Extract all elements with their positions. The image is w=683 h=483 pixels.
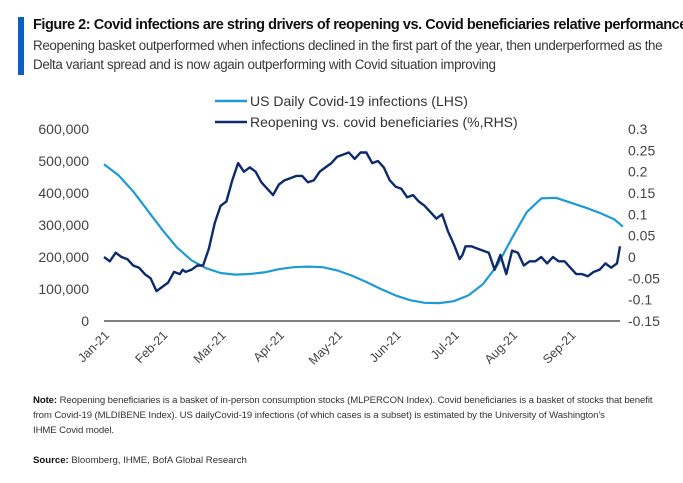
- y-right-tick-label: 0.25: [628, 142, 655, 158]
- legend-label-reopening: Reopening vs. covid beneficiaries (%,RHS…: [250, 114, 518, 130]
- y-right-tick-label: 0.1: [628, 206, 648, 222]
- x-tick-label: Apr-21: [251, 328, 287, 364]
- y-left-tick-label: 100,000: [38, 281, 89, 297]
- y-left-tick-label: 600,000: [38, 121, 89, 137]
- x-tick-label: Feb-21: [133, 328, 171, 366]
- y-axis-right: -0.15 -0.1 -0.05 0 0.05 0.1 0.15 0.2 0.25 0.3: [628, 121, 660, 329]
- y-left-tick-label: 200,000: [38, 249, 89, 265]
- x-tick-label: Aug-21: [482, 328, 520, 366]
- y-right-tick-label: -0.15: [628, 313, 660, 329]
- figure-subtitle: Reopening basket outperformed when infec…: [33, 38, 663, 72]
- x-axis: Jan-21 Feb-21 Mar-21 Apr-21 May-21 Jun-21 Jul-…: [75, 328, 578, 367]
- title-accent-bar: [18, 17, 24, 75]
- y-left-tick-label: 400,000: [38, 185, 89, 201]
- y-right-tick-label: -0.1: [628, 292, 652, 308]
- chart-note: Note: Reopening beneficiaries is a baske…: [33, 393, 673, 438]
- x-tick-label: Jan-21: [75, 328, 112, 365]
- y-left-tick-label: 0: [81, 313, 89, 329]
- series-layer: [103, 151, 624, 305]
- y-right-tick-label: -0.05: [628, 270, 660, 286]
- y-right-tick-label: 0: [628, 249, 636, 265]
- y-left-tick-label: 500,000: [38, 153, 89, 169]
- y-right-tick-label: 0.2: [628, 164, 648, 180]
- note-text: Reopening beneficiaries is a basket of i…: [33, 395, 653, 421]
- y-axis-left: 0 100,000 200,000 300,000 400,000 500,000 600,…: [38, 121, 89, 329]
- x-tick-label: May-21: [306, 328, 345, 367]
- chart-area: US Daily Covid-19 infections (LHS) Reope…: [38, 93, 660, 368]
- legend-label-infections: US Daily Covid-19 infections (LHS): [250, 93, 468, 109]
- chart-source: Source: Bloomberg, IHME, BofA Global Res…: [33, 455, 247, 466]
- note-label: Note:: [33, 395, 58, 406]
- y-right-tick-label: 0.05: [628, 228, 655, 244]
- figure-title: Figure 2: Covid infections are string dr…: [33, 17, 683, 33]
- series-line-infections: [103, 163, 624, 305]
- source-label: Source:: [33, 455, 69, 466]
- legend: US Daily Covid-19 infections (LHS) Reope…: [215, 93, 518, 130]
- x-tick-label: Mar-21: [191, 328, 229, 366]
- note-text-2: IHME Covid model.: [33, 425, 114, 436]
- y-right-tick-label: 0.15: [628, 185, 655, 201]
- series-line-reopening: [103, 151, 622, 293]
- y-left-tick-label: 300,000: [38, 217, 89, 233]
- source-text: Bloomberg, IHME, BofA Global Research: [68, 455, 247, 466]
- x-tick-label: Sep-21: [540, 328, 578, 366]
- y-right-tick-label: 0.3: [628, 121, 648, 137]
- x-tick-label: Jul-21: [428, 328, 462, 362]
- x-tick-label: Jun-21: [367, 328, 404, 365]
